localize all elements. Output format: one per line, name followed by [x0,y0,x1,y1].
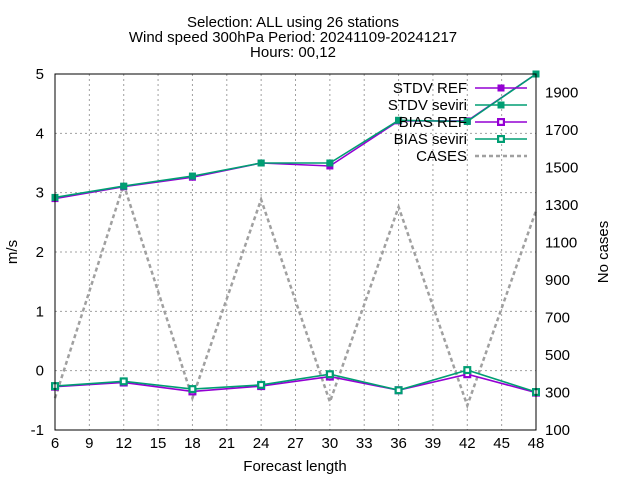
x-tick-labels: 6 9 12 15 18 21 24 27 30 33 36 39 42 45 48 [51,435,545,452]
x-tick-label: 24 [253,435,270,452]
y2-tick-label: 1900 [545,85,578,102]
legend-label-stdv-ref: STDV REF [393,80,467,97]
x-tick-label: 6 [51,435,59,452]
point-bias-seviri-inner [465,368,470,372]
legend-label-stdv-seviri: STDV seviri [388,97,467,114]
grid [55,74,536,430]
x-tick-label: 33 [356,435,373,452]
x-tick-label: 36 [390,435,407,452]
x-tick-label: 48 [528,435,545,452]
y2-tick-label: 1300 [545,197,578,214]
y2-tick-label: 300 [545,385,570,402]
title-line-2: Wind speed 300hPa Period: 20241109-20241… [129,29,457,46]
point-bias-seviri-inner [259,383,263,387]
y2-tick-label: 900 [545,272,570,289]
point-stdv-seviri [463,117,471,125]
point-bias-seviri-inner [396,388,401,393]
y-axis-label: m/s [4,240,21,264]
x-tick-label: 21 [218,435,235,452]
point-stdv-seviri [257,159,265,167]
point-bias-seviri-inner [328,372,332,377]
y-tick-label: 4 [36,125,44,142]
y2-tick-label: 1500 [545,160,578,177]
y-tick-label: 2 [36,244,44,261]
x-tick-label: 27 [287,435,304,452]
y-tick-labels: -1 0 1 2 3 4 5 [31,66,44,439]
legend-marker-stdv-ref [497,84,505,92]
x-tick-label: 15 [150,435,167,452]
y2-tick-label: 700 [545,310,570,327]
y2-tick-label: 500 [545,347,570,364]
point-bias-ref-inner [465,372,470,377]
cases-series-layer [53,180,538,410]
x-tick-label: 42 [459,435,476,452]
y-tick-label: -1 [31,422,44,439]
y-tick-label: 0 [36,363,44,380]
series-line-cases [53,180,538,410]
legend-marker-bias-seviri-inner [499,137,503,141]
y2-tick-label: 100 [545,422,570,439]
series-layer [51,70,540,397]
point-stdv-seviri [395,116,403,124]
title-line-1: Selection: ALL using 26 stations [187,14,399,31]
point-stdv-seviri [120,182,128,190]
legend-marker-bias-ref-inner [499,120,503,124]
x-tick-label: 9 [85,435,93,452]
series-line-bias-seviri [54,369,537,393]
legend-label-cases: CASES [416,148,467,165]
point-stdv-seviri [326,159,334,167]
title-line-3: Hours: 00,12 [250,44,336,61]
series-line-bias-ref [54,373,537,394]
y-tick-label: 5 [36,66,44,83]
y-tick-label: 3 [36,185,44,202]
x-tick-label: 39 [425,435,442,452]
chart-title: Selection: ALL using 26 stations Wind sp… [129,14,457,61]
point-bias-seviri-inner [121,379,126,384]
y2-axis-label: No cases [595,221,612,284]
x-tick-label: 12 [115,435,132,452]
x-tick-label: 18 [184,435,201,452]
legend-marker-stdv-seviri [497,101,505,109]
y2-tick-label: 1700 [545,122,578,139]
point-bias-seviri-inner [190,387,195,391]
x-axis-label: Forecast length [243,458,346,475]
y2-tick-labels: 100 300 500 700 900 1100 1300 1500 1700 1900 [545,85,578,439]
plot-frame [54,73,537,431]
y2-tick-label: 1100 [545,235,577,252]
legend-label-bias-seviri: BIAS seviri [394,131,467,148]
point-stdv-seviri [188,172,196,180]
y-tick-label: 1 [36,303,44,320]
legend-label-bias-ref: BIAS REF [399,114,467,131]
x-tick-label: 30 [322,435,339,452]
series-line-stdv-seviri [54,73,537,199]
x-tick-label: 45 [493,435,510,452]
